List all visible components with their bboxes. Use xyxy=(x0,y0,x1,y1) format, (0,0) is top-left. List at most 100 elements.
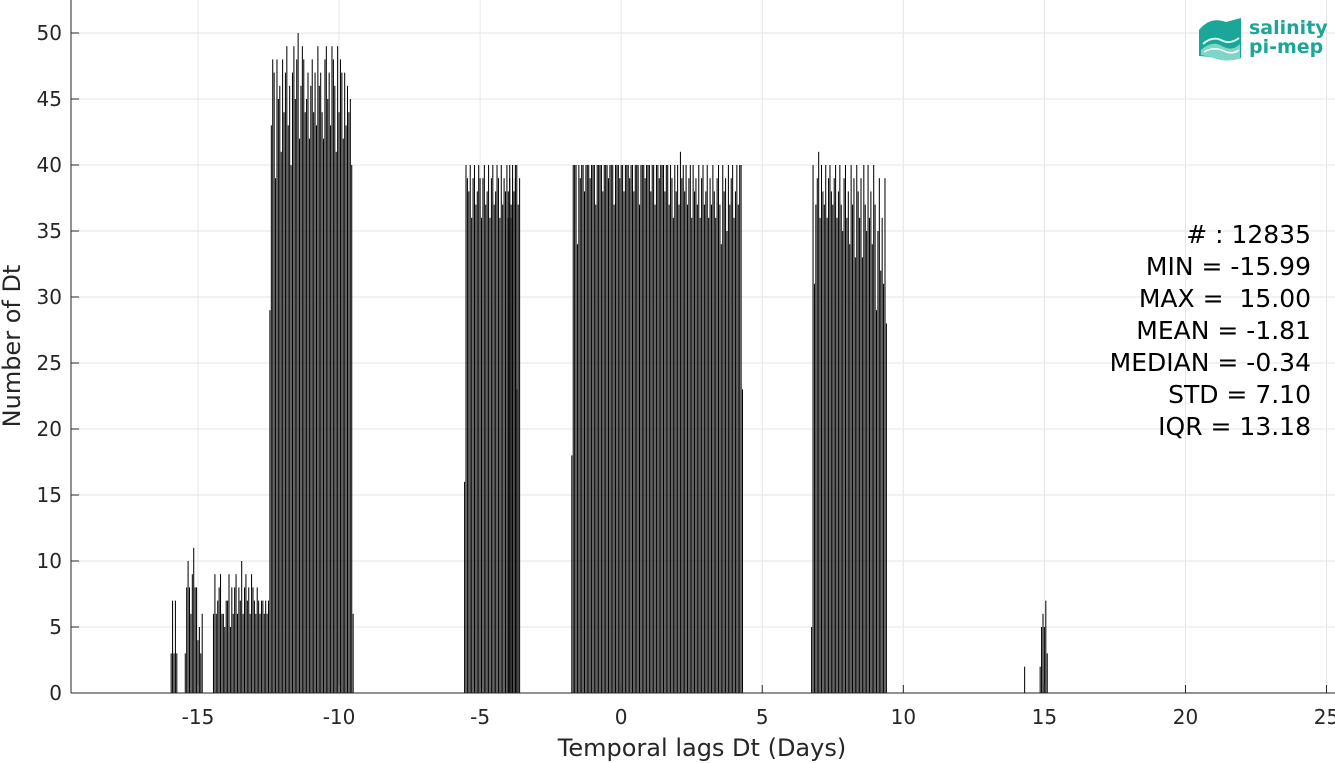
histogram-bar xyxy=(270,125,272,693)
histogram-bar xyxy=(651,165,653,693)
histogram-bar xyxy=(290,165,292,693)
histogram-bar xyxy=(258,600,260,693)
histogram-bar xyxy=(242,613,244,693)
histogram-bar xyxy=(661,165,663,693)
salinity-pimep-logo: salinity pi-mep xyxy=(1199,17,1328,61)
histogram-bar xyxy=(471,217,473,694)
histogram-bar xyxy=(740,165,742,693)
histogram-bar xyxy=(861,257,863,693)
histogram-bar xyxy=(328,72,330,694)
histogram-bar xyxy=(571,455,573,693)
histogram-bar xyxy=(503,178,505,693)
histogram-bar xyxy=(853,178,855,693)
histogram-bar xyxy=(864,204,866,693)
histogram-bar xyxy=(272,59,274,693)
histogram-bar xyxy=(866,231,868,693)
histogram-bar xyxy=(330,125,332,693)
histogram-bar xyxy=(317,46,319,693)
histogram-bar xyxy=(493,204,495,693)
y-tick-labels: 0 5 10 15 20 25 30 35 40 45 50 xyxy=(37,21,62,705)
histogram-bar xyxy=(622,165,624,693)
histogram-bar xyxy=(220,574,222,693)
histogram-bar xyxy=(586,165,588,693)
histogram-bar xyxy=(595,204,597,693)
histogram-bar xyxy=(675,191,677,693)
histogram-bar xyxy=(280,151,282,694)
histogram-bar xyxy=(682,165,684,693)
histogram-bar xyxy=(191,574,193,693)
histogram-bar xyxy=(627,165,629,693)
histogram-bar xyxy=(482,178,484,693)
y-tick-label: 15 xyxy=(37,483,62,507)
histogram-bar xyxy=(836,217,838,694)
histogram-bar xyxy=(310,85,312,694)
histogram-bar xyxy=(519,178,521,693)
histogram-bar xyxy=(619,178,621,693)
histogram-bar xyxy=(637,165,639,693)
histogram-bar xyxy=(173,653,175,693)
x-tick-label: -10 xyxy=(323,705,356,729)
histogram-bar xyxy=(1045,600,1047,693)
histogram-bars xyxy=(170,33,1048,694)
stats-iqr: IQR = 13.18 xyxy=(1158,412,1311,441)
histogram-bar xyxy=(306,99,308,693)
histogram-bar xyxy=(686,204,688,693)
histogram-bar xyxy=(578,165,580,693)
histogram-bar xyxy=(840,204,842,693)
histogram-bar xyxy=(510,217,512,694)
histogram-bar xyxy=(883,283,885,693)
histogram-bar xyxy=(259,613,261,693)
histogram-bar xyxy=(344,72,346,694)
histogram-bar xyxy=(819,217,821,694)
histogram-bar xyxy=(517,204,519,693)
histogram-bar xyxy=(512,178,514,693)
histogram-bar xyxy=(880,270,882,693)
histogram-bar xyxy=(273,72,275,694)
histogram-bar xyxy=(212,613,214,693)
histogram-bar xyxy=(849,244,851,693)
histogram-bar xyxy=(492,165,494,693)
histogram-bar xyxy=(283,112,285,693)
histogram-bar xyxy=(835,165,837,693)
histogram-bar xyxy=(514,165,516,693)
wave-logo-icon xyxy=(1199,18,1241,61)
histogram-bar xyxy=(842,231,844,693)
histogram-bar xyxy=(331,46,333,693)
histogram-bar xyxy=(228,574,230,693)
histogram-bar xyxy=(589,178,591,693)
histogram-bar xyxy=(507,191,509,693)
histogram-bar xyxy=(475,204,477,693)
histogram-bar xyxy=(338,112,340,693)
histogram-bar xyxy=(812,165,814,693)
histogram-bar xyxy=(201,613,203,693)
histogram-bar xyxy=(337,46,339,693)
histogram-bar xyxy=(476,191,478,693)
histogram-bar xyxy=(334,85,336,694)
histogram-bar xyxy=(846,217,848,694)
histogram-bar xyxy=(576,244,578,693)
histogram-bar xyxy=(874,204,876,693)
histogram-bar xyxy=(346,85,349,694)
histogram-bar xyxy=(668,204,670,693)
histogram-bar xyxy=(739,165,741,693)
histogram-bar xyxy=(499,217,501,694)
histogram-bar xyxy=(291,72,293,694)
histogram-bar xyxy=(736,165,738,693)
histogram-bar xyxy=(574,165,576,693)
histogram-bar xyxy=(852,204,854,693)
histogram-bar xyxy=(473,165,475,693)
histogram-bar xyxy=(644,178,646,693)
histogram-bar xyxy=(234,587,236,693)
histogram-bar xyxy=(244,587,246,693)
histogram-bar xyxy=(850,165,852,693)
histogram-bar xyxy=(657,165,659,693)
histogram-bar xyxy=(320,72,322,694)
histogram-bar xyxy=(308,138,310,694)
histogram-bar xyxy=(1041,627,1043,693)
histogram-bar xyxy=(342,138,344,694)
histogram-bar xyxy=(688,178,690,693)
histogram-bar xyxy=(239,600,241,693)
histogram-bar xyxy=(200,653,202,693)
histogram-bar xyxy=(1024,666,1026,693)
histogram-bar xyxy=(599,165,601,693)
